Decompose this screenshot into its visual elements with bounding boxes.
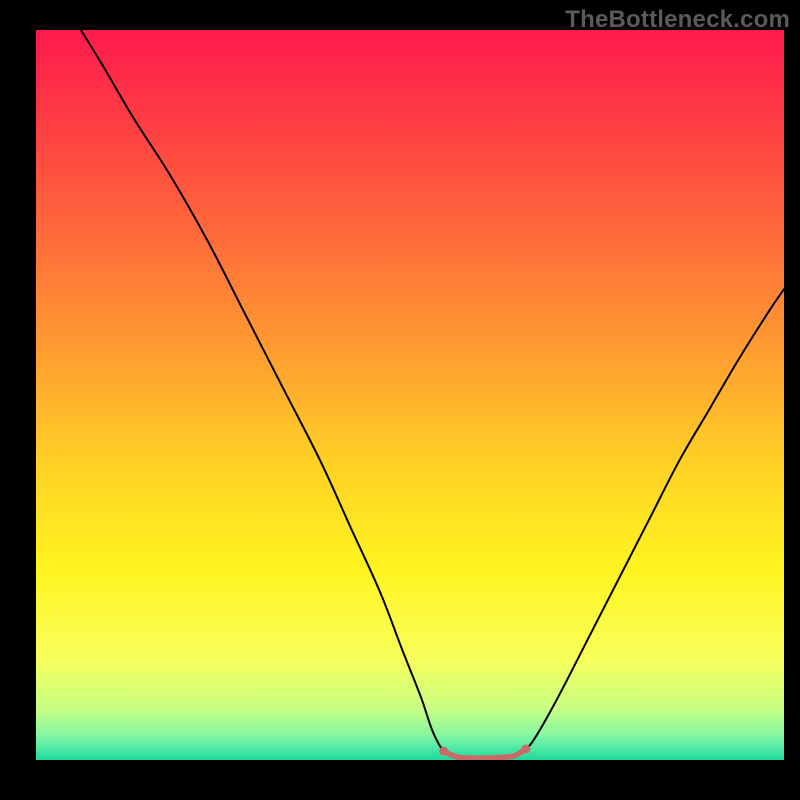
watermark-text: TheBottleneck.com (565, 6, 790, 34)
chart-frame: TheBottleneck.com (0, 0, 800, 800)
bottleneck-curve-chart (36, 30, 784, 760)
optimal-range-end-marker (521, 745, 530, 754)
optimal-range-start-marker (439, 747, 448, 756)
